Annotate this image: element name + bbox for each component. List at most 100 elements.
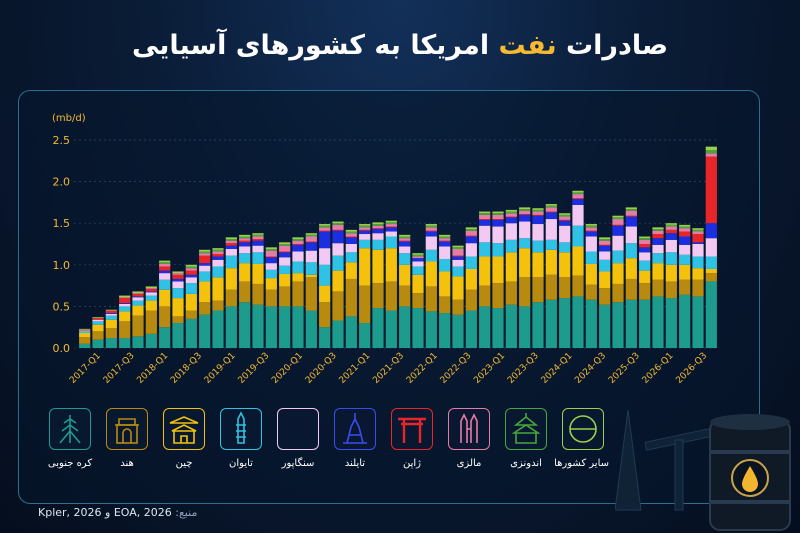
bar-segment-korea <box>572 296 584 348</box>
bar-segment-indonesia <box>239 236 251 239</box>
bar-segment-korea <box>172 323 184 348</box>
bar-segment-indonesia <box>185 266 197 269</box>
legend-label-china: چین <box>175 458 193 469</box>
bar-segment-china <box>452 276 464 300</box>
bar-segment-china <box>185 293 197 311</box>
bar-segment-thailand <box>599 245 611 252</box>
bar-segment-singapore <box>452 259 464 267</box>
bar-segment-singapore <box>359 234 371 240</box>
bar-segment-india <box>505 281 517 305</box>
bar-segment-indonesia <box>479 213 491 215</box>
bar-segment-indonesia <box>359 225 371 228</box>
bar-segment-taiwan <box>665 252 677 265</box>
bar-segment-india <box>479 285 491 307</box>
bar-segment-malaysia <box>425 227 437 231</box>
bar-segment-korea <box>452 314 464 348</box>
bar-segment-indonesia <box>492 213 504 215</box>
bar-segment-japan <box>345 236 357 238</box>
bar-segment-china <box>332 270 344 292</box>
bar-segment-others <box>665 223 677 225</box>
bar-segment-japan <box>305 241 317 243</box>
bar-segment-malaysia <box>292 240 304 244</box>
bar-segment-taiwan <box>372 239 384 250</box>
bar-segment-thailand <box>279 252 291 258</box>
bar-segment-taiwan <box>452 266 464 277</box>
bar-segment-singapore <box>305 250 317 263</box>
bar-segment-singapore <box>319 248 331 265</box>
bar-segment-malaysia <box>439 238 451 241</box>
bar-segment-others <box>279 242 291 244</box>
title-post: امریکا به کشورهای آسیایی <box>131 30 490 61</box>
source-note: منبع: Kpler, 2026 و EOA, 2026 <box>38 506 197 519</box>
bar-segment-india <box>559 277 571 299</box>
bar-segment-malaysia <box>639 239 651 244</box>
bar-segment-thailand <box>665 233 677 240</box>
bar-segment-taiwan <box>359 239 371 249</box>
bar-segment-china <box>172 298 184 317</box>
bar-segment-korea <box>185 318 197 348</box>
bar-segment-thailand <box>292 244 304 252</box>
bar-segment-singapore <box>212 259 224 267</box>
bar-segment-taiwan <box>492 243 504 257</box>
bar-segment-singapore <box>185 277 197 284</box>
bar-segment-others <box>492 211 504 214</box>
bar-segment-thailand <box>425 231 437 237</box>
legend-item-korea: کره جنوبی <box>44 408 96 469</box>
bar-segment-singapore <box>372 233 384 240</box>
japan-icon <box>391 408 433 450</box>
bar-segment-china <box>79 333 91 338</box>
bar-segment-taiwan <box>385 236 397 249</box>
bar-segment-korea <box>239 302 251 348</box>
bar-segment-india <box>599 288 611 305</box>
bar-segment-others <box>452 245 464 248</box>
bar-segment-taiwan <box>479 242 491 257</box>
bar-segment-thailand <box>412 258 424 262</box>
bar-segment-japan <box>572 198 584 200</box>
bar-segment-india <box>119 321 131 339</box>
bar-segment-japan <box>185 270 197 275</box>
bar-segment-others <box>519 207 531 210</box>
bar-segment-others <box>292 237 304 239</box>
bar-segment-indonesia <box>425 225 437 228</box>
bar-segment-taiwan <box>145 295 157 301</box>
bar-segment-korea <box>599 304 611 348</box>
bar-segment-china <box>692 268 704 280</box>
bar-segment-thailand <box>225 245 237 249</box>
bar-segment-japan <box>492 219 504 220</box>
bar-segment-japan <box>439 240 451 242</box>
bar-segment-taiwan <box>265 269 277 279</box>
bar-segment-thailand <box>185 274 197 278</box>
bar-segment-taiwan <box>412 266 424 275</box>
x-tick-label: 2021-Q1 <box>338 351 373 386</box>
bar-segment-korea <box>119 338 131 348</box>
bar-segment-singapore <box>545 219 557 240</box>
bar-segment-korea <box>519 306 531 348</box>
bar-segment-taiwan <box>185 283 197 294</box>
bar-segment-malaysia <box>479 214 491 220</box>
thailand-icon <box>334 408 376 450</box>
bar-segment-india <box>612 283 624 303</box>
bar-segment-singapore <box>559 225 571 243</box>
bar-segment-taiwan <box>599 259 611 272</box>
bar-segment-indonesia <box>505 211 517 214</box>
bar-segment-singapore <box>292 251 304 262</box>
bar-segment-singapore <box>479 225 491 243</box>
bar-segment-india <box>679 279 691 295</box>
bar-segment-thailand <box>359 230 371 235</box>
bar-segment-india <box>425 286 437 312</box>
bar-segment-singapore <box>145 292 157 296</box>
x-tick-label: 2017-Q1 <box>68 351 103 386</box>
bar-segment-japan <box>385 226 397 228</box>
bar-segment-china <box>305 274 317 278</box>
bar-segment-japan <box>692 234 704 243</box>
bar-segment-japan <box>559 219 571 221</box>
bar-segment-malaysia <box>319 227 331 231</box>
bar-segment-taiwan <box>545 239 557 250</box>
bar-segment-india <box>132 315 144 337</box>
bar-segment-others <box>372 222 384 225</box>
bar-segment-korea <box>505 304 517 348</box>
bar-segment-taiwan <box>572 225 584 247</box>
bar-segment-china <box>239 263 251 282</box>
bar-segment-india <box>572 275 584 297</box>
bar-segment-singapore <box>252 245 264 253</box>
